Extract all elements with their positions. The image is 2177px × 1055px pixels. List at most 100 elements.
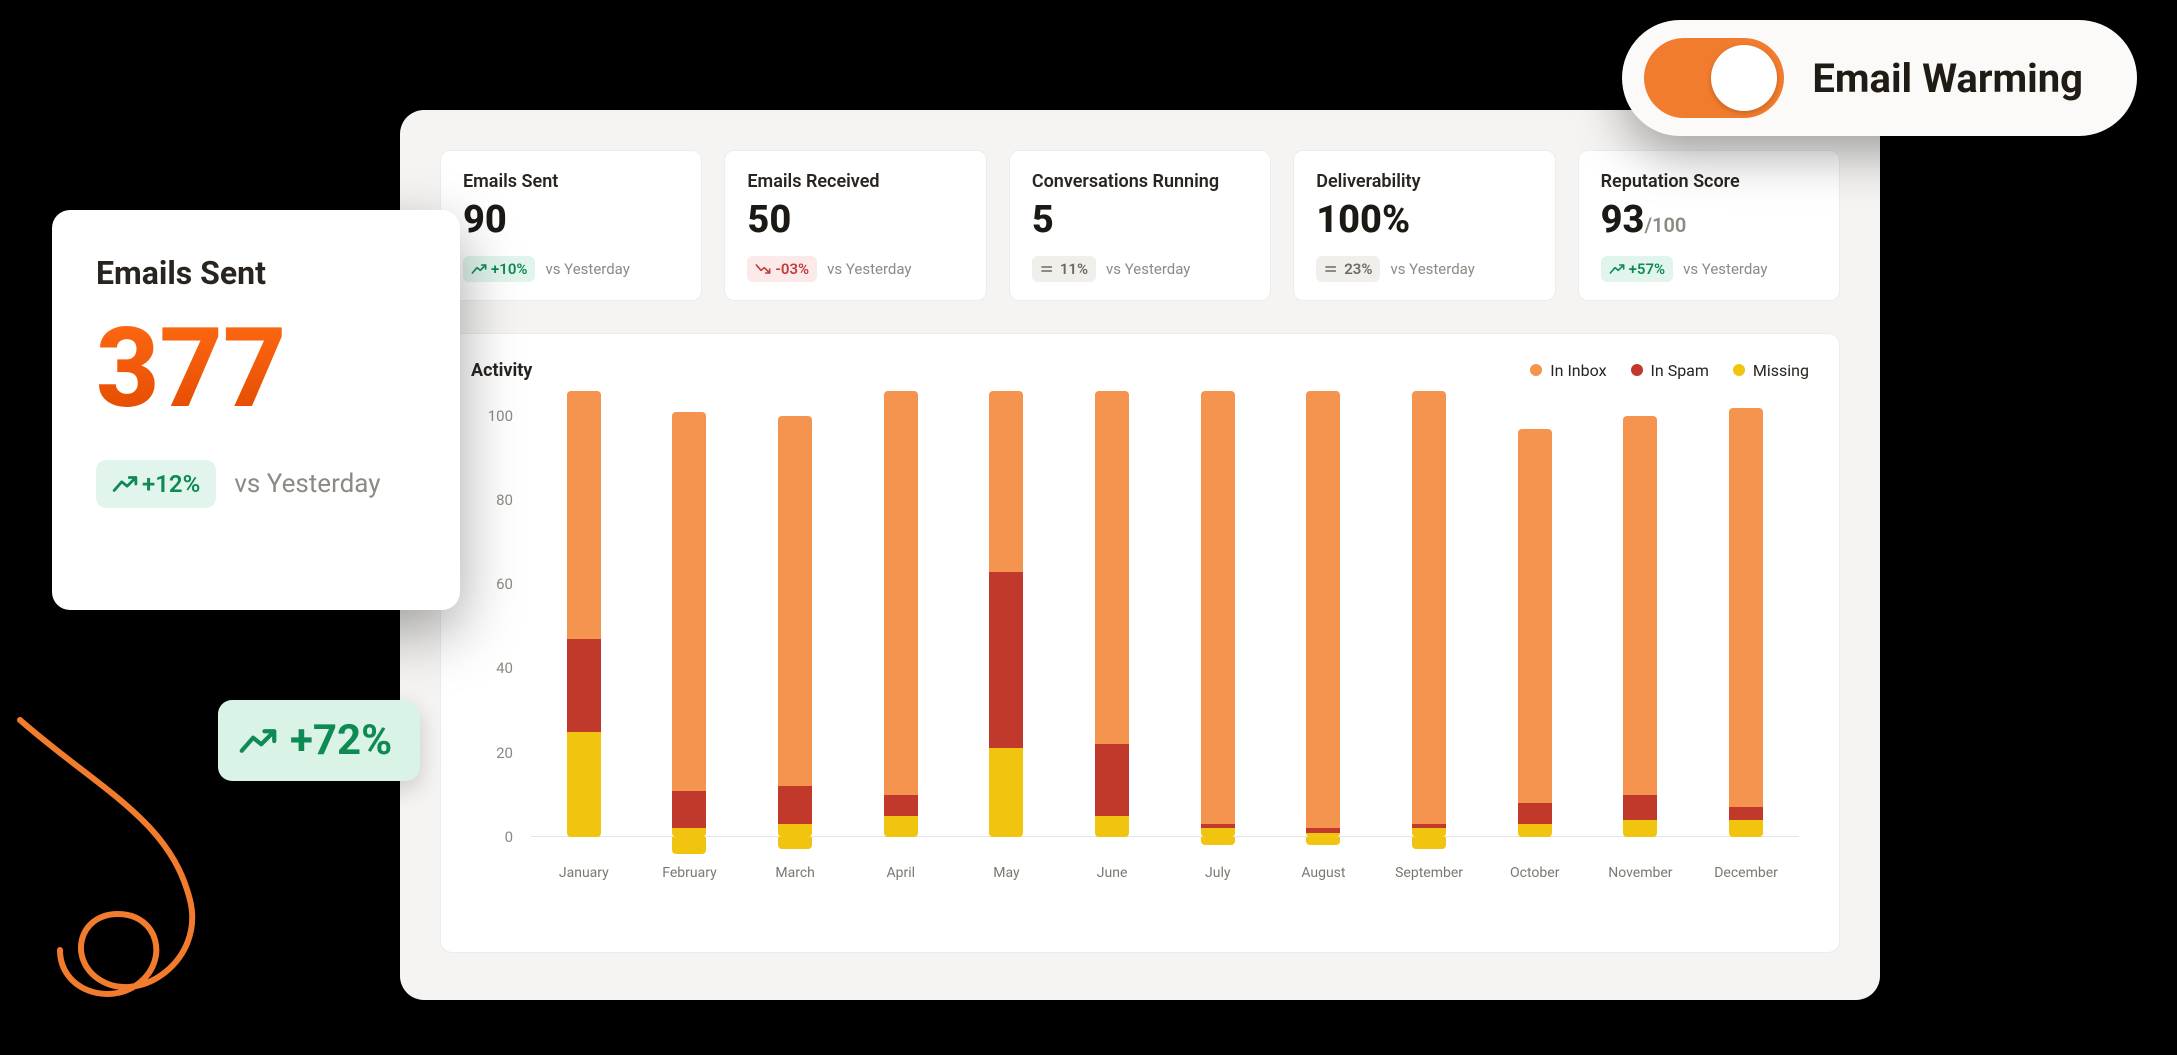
- seg-spam: [1306, 828, 1340, 832]
- x-label: July: [1178, 865, 1258, 881]
- legend-swatch: [1631, 364, 1643, 376]
- stat-value: 50: [747, 200, 963, 242]
- stat-vs: vs Yesterday: [1683, 260, 1767, 278]
- bar: [672, 391, 706, 837]
- stat-delta-badge: +10%: [463, 256, 535, 282]
- stat-delta: 23%: [1344, 260, 1372, 278]
- bar: [1306, 391, 1340, 837]
- bars: [531, 391, 1799, 837]
- seg-spam: [1518, 803, 1552, 824]
- stat-card: Emails Received50-03%vs Yesterday: [724, 150, 986, 301]
- email-warming-toggle[interactable]: [1644, 38, 1784, 118]
- x-label: February: [649, 865, 729, 881]
- seg-spam: [1729, 807, 1763, 820]
- stat-delta: 11%: [1060, 260, 1088, 278]
- legend-label: In Inbox: [1550, 361, 1606, 380]
- x-label: May: [966, 865, 1046, 881]
- activity-card: Activity In InboxIn SpamMissing 02040608…: [440, 333, 1840, 953]
- stat-delta: -03%: [775, 260, 809, 278]
- bar: [1201, 391, 1235, 837]
- legend-swatch: [1530, 364, 1542, 376]
- stat-vs: vs Yesterday: [1106, 260, 1190, 278]
- seg-spam: [1095, 744, 1129, 816]
- seg-missing: [567, 732, 601, 837]
- seg-spam: [1623, 795, 1657, 820]
- hero-vs: vs Yesterday: [234, 469, 380, 499]
- trend-flat-icon: [1324, 263, 1340, 275]
- seg-missing: [1518, 824, 1552, 837]
- stats-row: Emails Sent90+10%vs YesterdayEmails Rece…: [440, 150, 1840, 301]
- trend-up-icon: [471, 263, 487, 275]
- seg-inbox: [1518, 429, 1552, 803]
- x-label: March: [755, 865, 835, 881]
- plot-area: [531, 391, 1799, 837]
- hero-delta-badge: +12%: [96, 460, 216, 508]
- y-tick: 100: [471, 407, 513, 425]
- seg-inbox: [884, 391, 918, 795]
- seg-missing: [778, 824, 812, 837]
- activity-title: Activity: [471, 360, 532, 381]
- seg-missing: [884, 816, 918, 837]
- seg-inbox: [778, 416, 812, 786]
- hero-value: 377: [96, 314, 416, 424]
- x-label: September: [1389, 865, 1469, 881]
- stat-delta-badge: -03%: [747, 256, 817, 282]
- seg-inbox: [1306, 391, 1340, 829]
- x-label: April: [861, 865, 941, 881]
- seg-spam: [778, 786, 812, 824]
- trend-down-icon: [755, 263, 771, 275]
- x-label: November: [1600, 865, 1680, 881]
- x-label: December: [1706, 865, 1786, 881]
- legend-item: In Spam: [1631, 361, 1709, 380]
- bar: [567, 391, 601, 837]
- bar: [1412, 391, 1446, 837]
- emails-sent-hero-card: Emails Sent 377 +12% vs Yesterday: [52, 210, 460, 610]
- stat-card: Deliverability100%23%vs Yesterday: [1293, 150, 1555, 301]
- seg-spam: [989, 572, 1023, 749]
- y-tick: 0: [471, 828, 513, 846]
- delta-chip-72: +72%: [218, 700, 420, 781]
- seg-spam: [672, 791, 706, 829]
- seg-missing: [1095, 816, 1129, 837]
- stat-delta-badge: 23%: [1316, 256, 1380, 282]
- hero-title: Emails Sent: [96, 254, 416, 292]
- x-label: October: [1495, 865, 1575, 881]
- bar: [778, 391, 812, 837]
- bar: [1623, 391, 1657, 837]
- stat-title: Reputation Score: [1601, 171, 1817, 192]
- stat-vs: vs Yesterday: [545, 260, 629, 278]
- activity-chart: 020406080100 JanuaryFebruaryMarchAprilMa…: [471, 391, 1809, 881]
- stat-suffix: /100: [1644, 213, 1686, 237]
- bar: [989, 391, 1023, 837]
- activity-legend: In InboxIn SpamMissing: [1530, 361, 1809, 380]
- y-tick: 80: [471, 491, 513, 509]
- seg-missing: [989, 748, 1023, 836]
- stat-value: 5: [1032, 200, 1248, 242]
- hero-delta: +12%: [142, 470, 200, 498]
- seg-inbox: [1412, 391, 1446, 824]
- toggle-knob: [1711, 45, 1777, 111]
- stat-vs: vs Yesterday: [827, 260, 911, 278]
- stat-title: Emails Sent: [463, 171, 679, 192]
- stat-card: Reputation Score93/100+57%vs Yesterday: [1578, 150, 1840, 301]
- stat-delta-badge: 11%: [1032, 256, 1096, 282]
- seg-inbox: [1201, 391, 1235, 824]
- seg-spam: [884, 795, 918, 816]
- stat-vs: vs Yesterday: [1390, 260, 1474, 278]
- stat-delta: +10%: [491, 260, 527, 278]
- stat-value: 90: [463, 200, 679, 242]
- seg-inbox: [989, 391, 1023, 572]
- delta-chip-72-label: +72%: [290, 716, 392, 765]
- trend-flat-icon: [1040, 263, 1056, 275]
- seg-missing: [1623, 820, 1657, 837]
- x-axis: JanuaryFebruaryMarchAprilMayJuneJulyAugu…: [531, 841, 1799, 881]
- dashboard-panel: Emails Sent90+10%vs YesterdayEmails Rece…: [400, 110, 1880, 1000]
- y-tick: 60: [471, 575, 513, 593]
- x-label: June: [1072, 865, 1152, 881]
- bar: [1095, 391, 1129, 837]
- legend-swatch: [1733, 364, 1745, 376]
- seg-inbox: [672, 412, 706, 791]
- x-label: January: [544, 865, 624, 881]
- trend-up-icon: [112, 475, 138, 493]
- stat-title: Conversations Running: [1032, 171, 1248, 192]
